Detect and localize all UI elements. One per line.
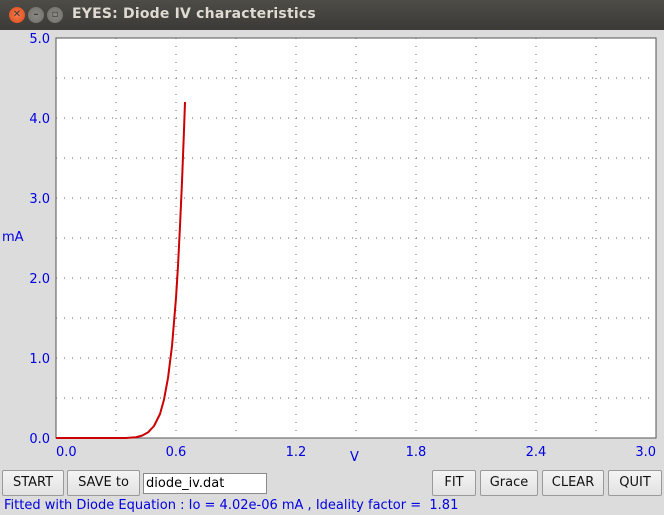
window-title: EYES: Diode IV characteristics	[72, 6, 316, 22]
x-axis-label: V	[350, 450, 359, 465]
clear-button[interactable]: CLEAR	[542, 470, 604, 496]
y-tick-label: 5.0	[29, 32, 50, 47]
status-message: Fitted with Diode Equation : Io = 4.02e-…	[4, 498, 459, 513]
x-tick-label: 3.0	[635, 445, 656, 460]
y-tick-label: 1.0	[29, 352, 50, 367]
close-window-button[interactable]: ✕	[9, 7, 25, 23]
fit-button[interactable]: FIT	[432, 470, 476, 496]
x-tick-label: 1.2	[286, 445, 307, 460]
x-tick-label: 2.4	[526, 445, 547, 460]
series-layer	[56, 101, 186, 439]
iv-curve-line	[56, 101, 186, 439]
save-to-button[interactable]: SAVE to	[67, 470, 140, 496]
y-axis-ticks: 0.0 1.0 2.0 3.0 4.0 5.0	[29, 32, 50, 447]
y-axis-label: mA	[2, 230, 24, 245]
title-bar: ✕ – ▫ EYES: Diode IV characteristics	[0, 0, 664, 30]
quit-button[interactable]: QUIT	[608, 470, 662, 496]
y-tick-label: 4.0	[29, 112, 50, 127]
grace-button[interactable]: Grace	[480, 470, 538, 496]
y-tick-label: 2.0	[29, 272, 50, 287]
y-tick-label: 3.0	[29, 192, 50, 207]
filename-input[interactable]	[143, 473, 267, 494]
x-tick-label: 1.8	[406, 445, 427, 460]
minimize-window-button[interactable]: –	[28, 7, 44, 23]
grid	[56, 38, 656, 438]
start-button[interactable]: START	[2, 470, 64, 496]
plot-area: 0.0 1.0 2.0 3.0 4.0 5.0 0.0 0.6 1.2 1.8 2.4 3.0 mA…	[2, 32, 657, 465]
x-tick-label: 0.0	[56, 445, 77, 460]
x-tick-label: 0.6	[166, 445, 187, 460]
maximize-window-button[interactable]: ▫	[47, 7, 63, 23]
x-axis-ticks: 0.0 0.6 1.2 1.8 2.4 3.0	[56, 445, 656, 460]
y-tick-label: 0.0	[29, 432, 50, 447]
